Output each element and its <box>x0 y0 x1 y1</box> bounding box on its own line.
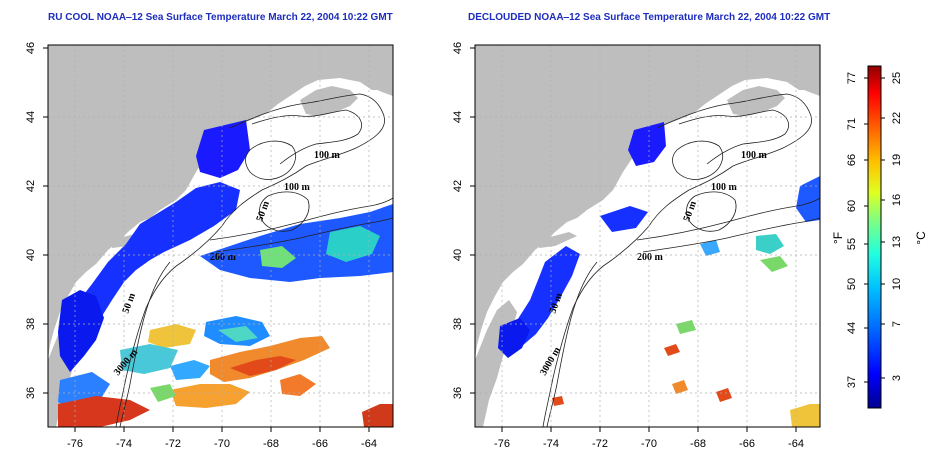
fahrenheit-tick-label: 50 <box>846 278 858 290</box>
fahrenheit-tick-label: 44 <box>846 322 858 334</box>
map-panel-1: 100 m 100 m 50 m 200 m 50 m 3000 m <box>25 42 394 450</box>
land-newfoundland <box>360 66 393 96</box>
map-frame-panel-2 <box>474 44 821 428</box>
graticule-panel-2 <box>475 45 820 427</box>
fahrenheit-tick-label: 66 <box>846 154 858 166</box>
lat-tick-label: 38 <box>25 318 37 330</box>
lat-tick-label: 36 <box>25 387 37 399</box>
fahrenheit-tick-label: 37 <box>846 376 858 388</box>
colorbar-gradient <box>867 65 882 409</box>
lon-tick-label: -64 <box>361 438 377 450</box>
lon-tick-label: -74 <box>116 438 132 450</box>
lat-tick-label: 38 <box>452 318 464 330</box>
contour-label-100m-a: 100 m <box>741 150 768 161</box>
lon-tick-label: -72 <box>592 438 608 450</box>
celsius-tick-label: 3 <box>891 375 903 381</box>
graticule-panel-1 <box>48 45 393 427</box>
lat-tick-label: 36 <box>452 387 464 399</box>
contour-label-200m: 200 m <box>210 252 237 263</box>
lon-tick-label: -68 <box>690 438 706 450</box>
map-panel-2: 100 m 100 m 50 m 200 m 50 m 3000 m <box>452 42 821 450</box>
celsius-unit-label: °C <box>914 231 928 245</box>
lat-tick-label: 46 <box>25 42 37 54</box>
celsius-tick-label: 22 <box>891 112 903 124</box>
lon-tick-label: -66 <box>312 438 328 450</box>
lon-tick-label: -70 <box>214 438 230 450</box>
lon-tick-label: -76 <box>494 438 510 450</box>
lat-tick-label: 44 <box>25 111 37 123</box>
celsius-tick-label: 25 <box>891 72 903 84</box>
fahrenheit-tick-label: 60 <box>846 200 858 212</box>
contour-label-100m-b: 100 m <box>711 182 738 193</box>
contour-label-100m-a: 100 m <box>314 150 341 161</box>
land-long-island <box>539 232 577 248</box>
land-mainland <box>475 45 820 360</box>
fahrenheit-tick-label: 71 <box>846 118 858 130</box>
lat-tick-label: 42 <box>25 180 37 192</box>
lon-tick-label: -68 <box>263 438 279 450</box>
x-tick-marks-panel-2 <box>470 47 797 432</box>
x-tick-marks-panel-1 <box>43 47 370 432</box>
fahrenheit-unit-label: °F <box>831 232 845 244</box>
colorbar-tick-marks <box>864 77 885 383</box>
panel-2-title: DECLOUDED NOAA‒12 Sea Surface Temperatur… <box>468 12 831 23</box>
panel-1-title: RU COOL NOAA‒12 Sea Surface Temperature … <box>48 12 393 23</box>
lon-tick-label: -66 <box>739 438 755 450</box>
sst-data-panel-2 <box>498 122 820 427</box>
lon-tick-label: -72 <box>165 438 181 450</box>
lon-tick-label: -64 <box>788 438 804 450</box>
lat-tick-label: 44 <box>452 111 464 123</box>
land-newfoundland <box>787 66 820 96</box>
celsius-tick-label: 19 <box>891 154 903 166</box>
isobath-contours-panel-2 <box>542 93 820 427</box>
lat-tick-label: 42 <box>452 180 464 192</box>
contour-label-100m-b: 100 m <box>284 182 311 193</box>
land-nova-scotia <box>727 86 785 116</box>
fahrenheit-tick-label: 55 <box>846 238 858 250</box>
lat-tick-label: 40 <box>25 249 37 261</box>
celsius-tick-label: 10 <box>891 278 903 290</box>
map-frame-panel-1 <box>47 44 394 428</box>
celsius-tick-label: 7 <box>891 321 903 327</box>
lon-tick-label: -76 <box>67 438 83 450</box>
fahrenheit-tick-label: 77 <box>846 72 858 84</box>
sst-data-panel-1 <box>58 120 393 427</box>
land-mainland <box>48 45 393 360</box>
isobath-contours-panel-1 <box>115 93 393 427</box>
lon-tick-label: -74 <box>543 438 559 450</box>
lon-tick-label: -70 <box>641 438 657 450</box>
lat-tick-label: 46 <box>452 42 464 54</box>
celsius-tick-label: 13 <box>891 236 903 248</box>
lat-tick-label: 40 <box>452 249 464 261</box>
land-nova-scotia <box>300 86 358 116</box>
celsius-tick-label: 16 <box>891 194 903 206</box>
temperature-colorbar: 77 71 66 60 55 50 44 37 25 22 19 16 13 1… <box>831 65 928 409</box>
contour-label-200m: 200 m <box>637 252 664 263</box>
